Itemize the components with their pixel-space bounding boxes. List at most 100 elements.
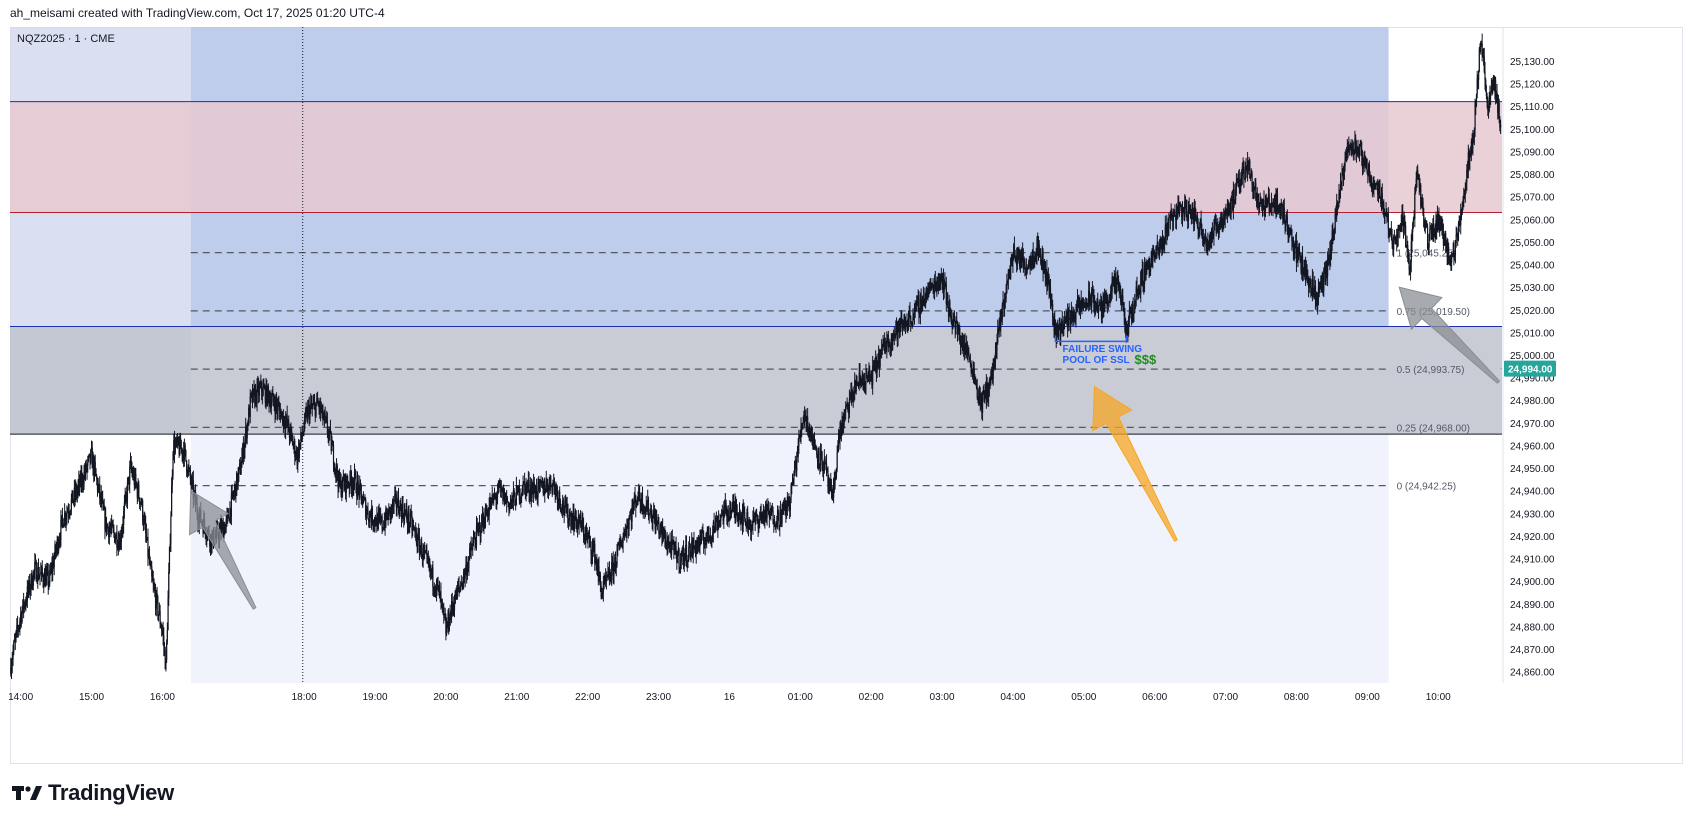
candle-body: [294, 441, 296, 458]
candle-body: [714, 528, 716, 531]
annotation-text[interactable]: FAILURE SWING: [1063, 344, 1143, 355]
tradingview-logo[interactable]: TradingView: [12, 780, 174, 806]
candle-body: [43, 582, 45, 587]
candle-body: [496, 493, 499, 498]
candle-body: [794, 460, 796, 465]
candle-body: [189, 468, 191, 470]
candle-body: [72, 490, 74, 504]
candle-body: [1143, 264, 1146, 284]
candle-body: [643, 507, 645, 514]
candle-body: [377, 513, 379, 530]
candle-body: [721, 510, 723, 516]
candle-body: [1348, 146, 1350, 150]
candle-body: [705, 539, 707, 543]
candle-body: [309, 407, 311, 420]
candle-body: [866, 375, 869, 379]
candle-body: [297, 448, 300, 458]
candle-body: [1323, 267, 1326, 270]
candle-body: [424, 551, 426, 553]
candle-body: [1025, 267, 1027, 274]
candle-body: [380, 515, 382, 521]
candle-body: [1499, 119, 1501, 128]
candle-body: [372, 523, 374, 525]
annotation-text[interactable]: POOL OF SSL: [1063, 355, 1130, 366]
candle-body: [497, 483, 499, 494]
candle-body: [58, 543, 60, 551]
candle-body: [1337, 203, 1339, 208]
candle-body: [601, 594, 603, 598]
candle-body: [325, 417, 327, 419]
candle-body: [535, 486, 538, 497]
candle-body: [542, 481, 544, 494]
candle-body: [953, 315, 955, 321]
candle-body: [395, 493, 397, 507]
candle-body: [582, 525, 585, 537]
candle-body: [149, 563, 151, 565]
candle-body: [412, 525, 415, 527]
candle-body: [1028, 261, 1030, 269]
candle-body: [387, 513, 389, 520]
candle-body: [1390, 230, 1392, 238]
candle-body: [1461, 206, 1463, 213]
candle-body: [551, 486, 553, 492]
candle-body: [1329, 249, 1331, 262]
candle-body: [1092, 291, 1094, 299]
candle-body: [672, 540, 674, 545]
candle-body: [610, 577, 612, 581]
candle-body: [722, 510, 724, 521]
candle-body: [764, 512, 766, 523]
candle-body: [1251, 173, 1253, 186]
candle-body: [91, 447, 93, 469]
candle-body: [288, 420, 290, 432]
candle-body: [1060, 325, 1062, 337]
gray-arrow-right[interactable]: [1398, 286, 1501, 384]
time-tick-label: 08:00: [1284, 692, 1309, 703]
candle-body: [1220, 216, 1223, 220]
candle-body: [939, 282, 941, 285]
candle-body: [17, 628, 19, 630]
candle-body: [1326, 259, 1329, 277]
candle-body: [1042, 253, 1044, 273]
candle-body: [545, 480, 547, 491]
candle-body: [421, 542, 423, 559]
candle-body: [953, 315, 956, 323]
candle-body: [980, 395, 982, 400]
candle-body: [147, 537, 149, 557]
candle-body: [1391, 237, 1393, 245]
candle-body: [685, 544, 687, 557]
candle-body: [624, 531, 626, 536]
candle-body: [1431, 231, 1433, 240]
candle-body: [836, 452, 838, 469]
candle-body: [236, 473, 238, 486]
candle-body: [1161, 246, 1163, 250]
candle-body: [1363, 155, 1365, 161]
candle-body: [109, 529, 111, 531]
candle-body: [817, 447, 819, 461]
candle-body: [1060, 321, 1063, 326]
candle-body: [1298, 250, 1301, 255]
candle-body: [724, 502, 726, 510]
candle-body: [1107, 297, 1109, 307]
candle-body: [43, 573, 46, 587]
candle-body: [582, 520, 584, 526]
candle-body: [665, 547, 667, 549]
candle-body: [362, 498, 365, 504]
candle-body: [462, 581, 464, 588]
candle-body: [596, 567, 599, 576]
candle-body: [988, 379, 990, 387]
candle-body: [223, 526, 225, 538]
candle-body: [238, 466, 240, 474]
candle-body: [286, 415, 288, 426]
failure-swing-bracket[interactable]: [1054, 335, 1128, 343]
candle-body: [1117, 279, 1120, 289]
candle-body: [1436, 214, 1439, 231]
candle-body: [771, 507, 773, 512]
candle-body: [170, 516, 172, 544]
candle-body: [1439, 216, 1441, 231]
gray-arrow-left[interactable]: [188, 489, 257, 610]
candle-body: [416, 543, 418, 547]
last-price-badge[interactable]: [1504, 360, 1556, 377]
orange-arrow[interactable]: [1092, 385, 1178, 542]
candle-body: [945, 282, 947, 284]
